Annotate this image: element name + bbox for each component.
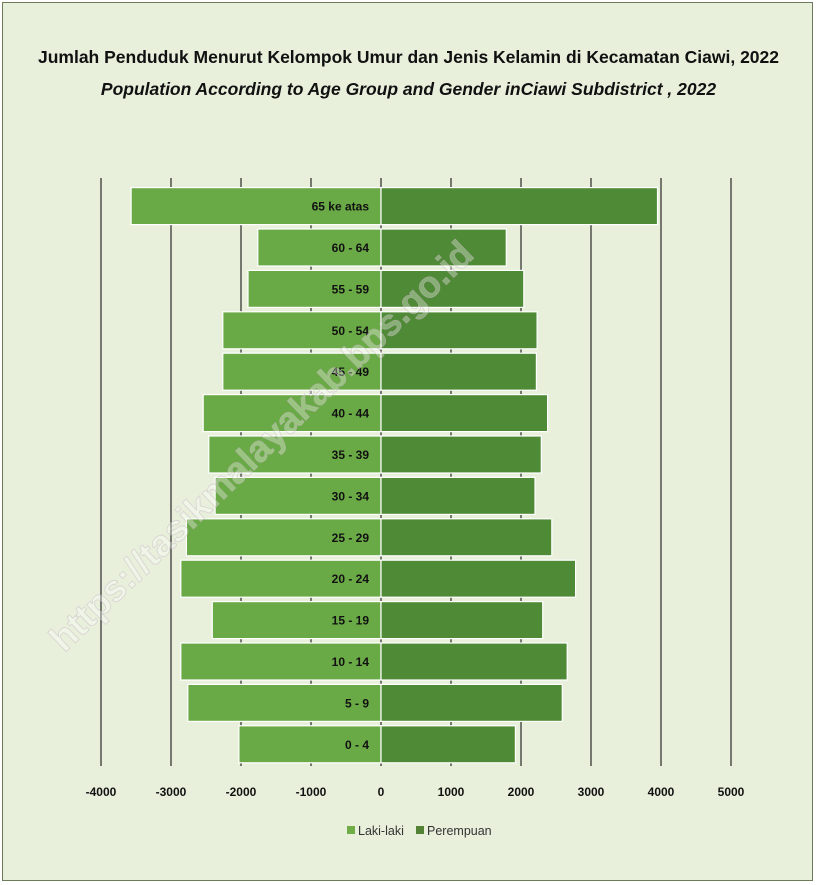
bar-female-9: [380, 352, 537, 391]
bar-female-3: [380, 600, 544, 640]
bars: [130, 187, 659, 764]
bar-female-5: [380, 518, 553, 557]
x-tick-label-3: -1000: [296, 785, 327, 799]
category-label-2: 10 - 14: [332, 655, 370, 669]
x-tick-label-0: -4000: [86, 785, 117, 799]
x-tick-label-9: 5000: [718, 785, 745, 799]
category-label-1: 5 - 9: [345, 696, 369, 710]
category-label-6: 30 - 34: [332, 489, 370, 503]
category-label-3: 15 - 19: [332, 614, 370, 628]
category-labels: 0 - 4 5 - 9 10 - 14 15 - 19 20 - 24 25 - 29 30…: [312, 200, 370, 752]
bar-male-8: [202, 394, 382, 433]
bar-female-7: [380, 435, 542, 474]
x-tick-label-1: -3000: [156, 785, 187, 799]
bar-female-2: [380, 642, 568, 681]
category-label-9: 45 - 49: [332, 365, 370, 379]
category-label-12: 60 - 64: [332, 241, 370, 255]
bar-female-12: [380, 228, 507, 267]
category-label-0: 0 - 4: [345, 738, 369, 752]
bar-male-12: [257, 228, 382, 267]
x-tick-label-8: 4000: [648, 785, 675, 799]
category-label-8: 40 - 44: [332, 407, 370, 421]
category-label-7: 35 - 39: [332, 448, 370, 462]
bar-male-0: [238, 725, 382, 764]
x-tick-label-2: -2000: [226, 785, 257, 799]
bar-female-6: [380, 476, 536, 515]
x-tick-labels: -4000 -3000 -2000 -1000 0 1000 2000 3000 4000 500…: [86, 785, 745, 799]
legend-label-1: Perempuan: [427, 824, 492, 838]
legend: Laki-laki Perempuan: [347, 824, 492, 838]
category-label-11: 55 - 59: [332, 282, 370, 296]
bar-male-5: [185, 518, 382, 557]
chart-title: Jumlah Penduduk Menurut Kelompok Umur da…: [37, 47, 779, 67]
x-tick-label-4: 0: [378, 785, 385, 799]
bar-female-10: [380, 311, 538, 350]
category-label-10: 50 - 54: [332, 324, 370, 338]
bar-male-13: [130, 187, 382, 226]
bar-female-8: [380, 394, 549, 433]
legend-label-0: Laki-laki: [358, 824, 404, 838]
category-label-4: 20 - 24: [332, 572, 370, 586]
category-label-5: 25 - 29: [332, 531, 370, 545]
bar-male-4: [180, 559, 382, 598]
bar-male-7: [208, 435, 382, 474]
bar-male-3: [211, 600, 382, 640]
legend-swatch-1: [416, 826, 424, 834]
legend-swatch-0: [347, 826, 355, 834]
x-tick-label-6: 2000: [508, 785, 535, 799]
bar-male-10: [222, 311, 382, 350]
category-label-13: 65 ke atas: [312, 200, 370, 214]
bar-male-6: [214, 476, 382, 515]
bar-male-1: [187, 683, 382, 723]
bar-female-13: [380, 187, 659, 226]
x-tick-label-7: 3000: [578, 785, 605, 799]
bar-female-11: [380, 269, 525, 308]
x-tick-label-5: 1000: [438, 785, 465, 799]
bar-female-4: [380, 559, 577, 598]
bar-female-1: [380, 683, 563, 723]
chart-subtitle: Population According to Age Group and Ge…: [100, 79, 717, 99]
bar-male-2: [180, 642, 382, 681]
bar-female-0: [380, 725, 516, 764]
